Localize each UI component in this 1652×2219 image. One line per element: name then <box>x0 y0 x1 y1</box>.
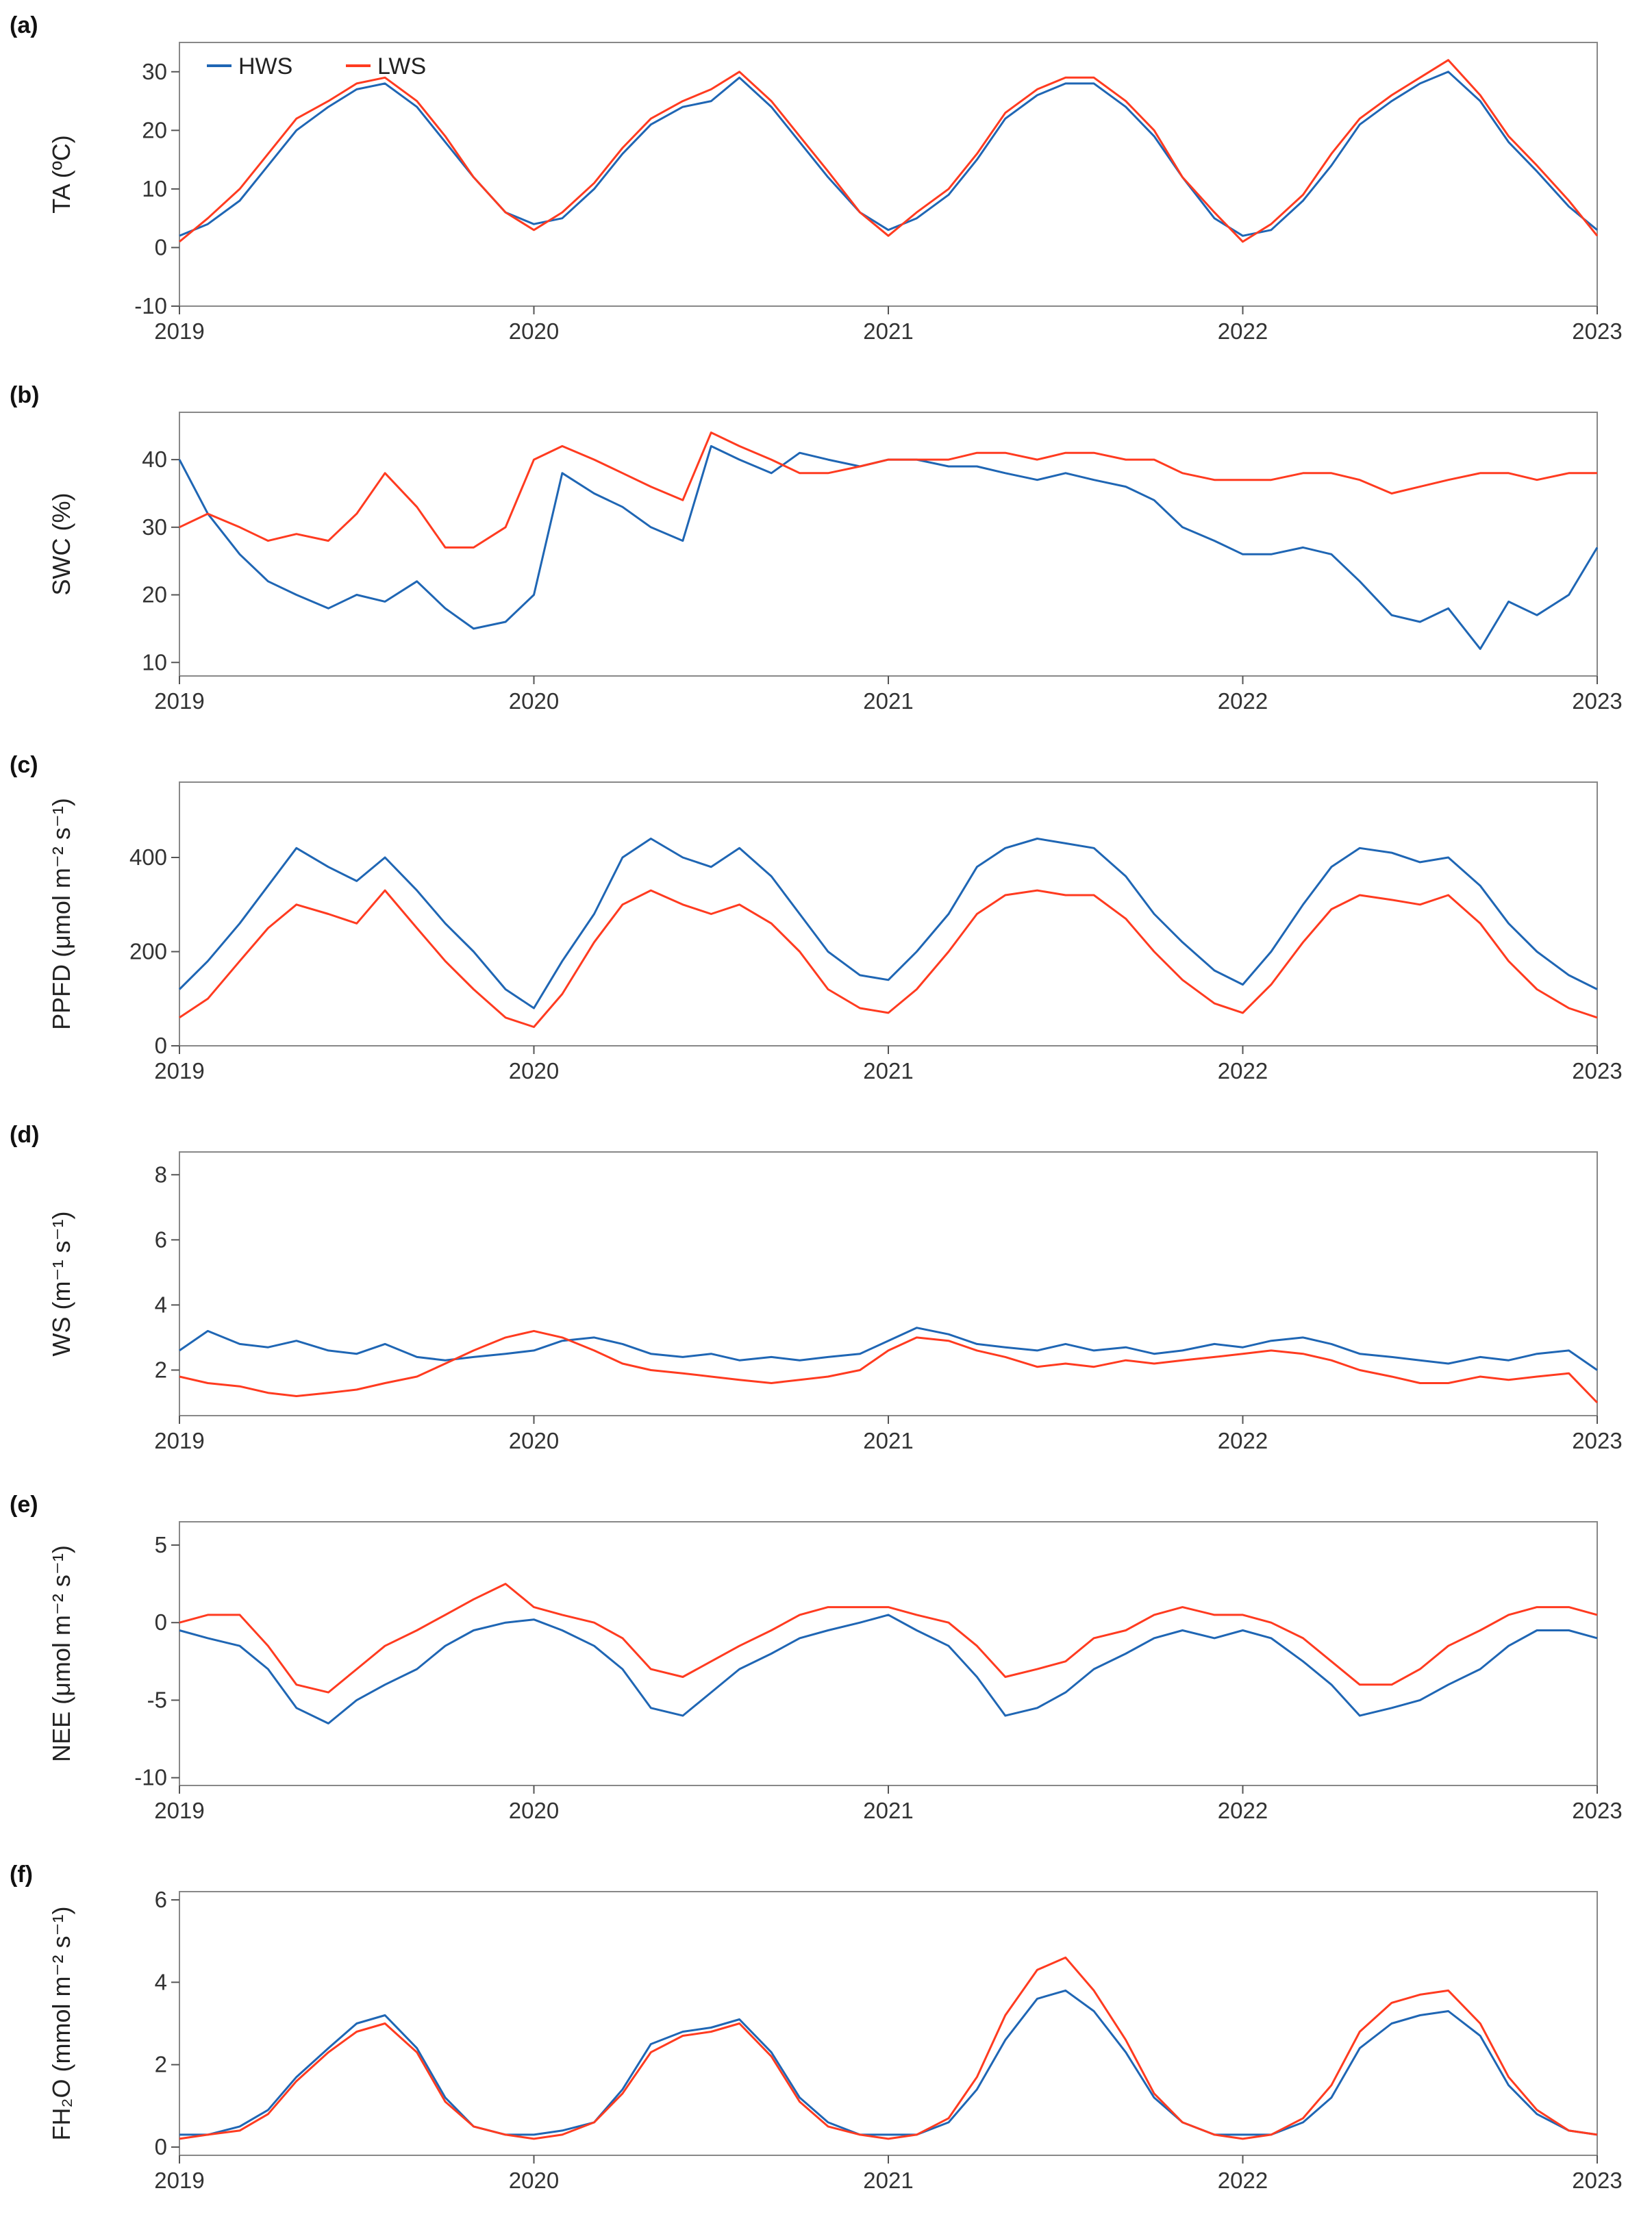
x-tick-label: 2020 <box>509 2168 559 2193</box>
y-tick-label: 2 <box>155 2052 167 2077</box>
legend-lws-label: LWS <box>377 53 426 79</box>
y-axis-label: WS (m⁻¹ s⁻¹) <box>47 1212 75 1357</box>
panel-5: (e) NEE (μmol m⁻² s⁻¹) -10 -5 0 5 2019 2020 2021… <box>10 1492 1623 1823</box>
x-tick-label: 2023 <box>1572 1058 1622 1083</box>
panel-2: (b) SWC (%) 10 20 30 40 2019 2020 2021 2022 2023 <box>10 382 1623 714</box>
series-line-hws <box>179 71 1598 237</box>
y-axis-label: NEE (μmol m⁻² s⁻¹) <box>47 1545 75 1762</box>
y-tick-label: 10 <box>142 649 167 675</box>
panel-letter: (b) <box>10 382 39 408</box>
x-tick-label: 2019 <box>154 1798 204 1823</box>
plot-frame <box>179 1521 1598 1786</box>
panel-6: (f) FH₂O (mmol m⁻² s⁻¹) 0 2 4 6 2019 2020 2021 20… <box>10 1861 1623 2193</box>
panel-letter: (c) <box>10 752 38 778</box>
panel-1: (a) TA (ºC) -10 0 10 20 30 2019 2020 2021 2022 2023 <box>10 12 1623 344</box>
x-tick-label: 2019 <box>154 1058 204 1083</box>
x-tick-label: 2022 <box>1218 1058 1268 1083</box>
x-tick-label: 2021 <box>863 1058 913 1083</box>
x-tick-label: 2021 <box>863 318 913 344</box>
y-tick-label: 30 <box>142 59 167 84</box>
y-tick-label: 8 <box>155 1162 167 1187</box>
x-tick-label: 2020 <box>509 1428 559 1453</box>
y-axis-label: TA (ºC) <box>47 135 75 213</box>
x-tick-label: 2022 <box>1218 688 1268 714</box>
series-line-hws <box>179 1989 1598 2136</box>
x-tick-label: 2023 <box>1572 688 1622 714</box>
y-tick-label: 10 <box>142 176 167 201</box>
series-line-hws <box>178 838 1598 1010</box>
y-tick-label: -10 <box>134 1765 167 1790</box>
series-line-hws <box>179 1614 1598 1725</box>
panel-letter: (d) <box>10 1122 39 1148</box>
x-tick-label: 2020 <box>509 688 559 714</box>
x-tick-label: 2021 <box>863 688 913 714</box>
y-tick-label: 40 <box>142 447 167 472</box>
y-axis-label: SWC (%) <box>47 493 75 596</box>
y-tick-label: 0 <box>155 2134 167 2159</box>
y-tick-label: 5 <box>155 1532 167 1557</box>
y-tick-label: 4 <box>155 1969 167 1994</box>
y-tick-label: -5 <box>147 1687 167 1712</box>
x-tick-label: 2023 <box>1572 2168 1622 2193</box>
x-tick-label: 2019 <box>154 2168 204 2193</box>
series-line-lws <box>179 431 1597 549</box>
y-axis-label: PPFD (μmol m⁻² s⁻¹) <box>47 798 75 1030</box>
plot-frame <box>179 781 1598 1046</box>
y-tick-label: 4 <box>155 1292 167 1317</box>
series-line-lws <box>179 1329 1599 1404</box>
series-line-hws <box>178 444 1599 650</box>
series-line-lws <box>179 1583 1598 1694</box>
x-tick-label: 2022 <box>1218 2168 1268 2193</box>
y-tick-label: 6 <box>155 1227 167 1252</box>
y-tick-label: 400 <box>129 844 167 870</box>
panel-4: (d) WS (m⁻¹ s⁻¹) 2 4 6 8 2019 2020 2021 2022 2023 <box>10 1122 1623 1453</box>
x-tick-label: 2020 <box>509 1798 559 1823</box>
x-tick-label: 2021 <box>863 2168 913 2193</box>
x-tick-label: 2019 <box>154 318 204 344</box>
x-tick-label: 2022 <box>1218 318 1268 344</box>
panel-letter: (e) <box>10 1492 38 1518</box>
y-tick-label: 0 <box>155 234 167 260</box>
x-tick-label: 2022 <box>1218 1798 1268 1823</box>
x-tick-label: 2022 <box>1218 1428 1268 1453</box>
legend-hws-label: HWS <box>238 53 292 79</box>
x-tick-label: 2019 <box>154 688 204 714</box>
x-tick-label: 2023 <box>1572 1798 1622 1823</box>
panel-3: (c) PPFD (μmol m⁻² s⁻¹) 0 200 400 2019 2020 202… <box>10 752 1623 1083</box>
y-axis-label: FH₂O (mmol m⁻² s⁻¹) <box>47 1907 75 2141</box>
panel-letter: (a) <box>10 12 38 38</box>
x-tick-label: 2020 <box>509 1058 559 1083</box>
legend: HWS LWS <box>207 53 426 79</box>
series-line-lws <box>179 1956 1598 2140</box>
plot-frame <box>179 412 1598 677</box>
y-tick-label: 2 <box>155 1357 167 1382</box>
y-tick-label: 30 <box>142 514 167 540</box>
x-tick-label: 2021 <box>863 1428 913 1453</box>
y-tick-label: 200 <box>129 939 167 964</box>
y-tick-label: 20 <box>142 117 167 142</box>
y-tick-label: 0 <box>155 1033 167 1058</box>
x-tick-label: 2023 <box>1572 318 1622 344</box>
x-tick-label: 2020 <box>509 318 559 344</box>
x-tick-label: 2021 <box>863 1798 913 1823</box>
y-tick-label: 20 <box>142 582 167 607</box>
y-tick-label: 6 <box>155 1887 167 1912</box>
series-line-hws <box>179 1327 1598 1371</box>
panel-letter: (f) <box>10 1861 33 1888</box>
y-tick-label: 0 <box>155 1609 167 1635</box>
series-line-lws <box>179 59 1599 243</box>
x-tick-label: 2019 <box>154 1428 204 1453</box>
series-line-lws <box>179 889 1598 1028</box>
y-tick-label: -10 <box>134 293 167 318</box>
x-tick-label: 2023 <box>1572 1428 1622 1453</box>
